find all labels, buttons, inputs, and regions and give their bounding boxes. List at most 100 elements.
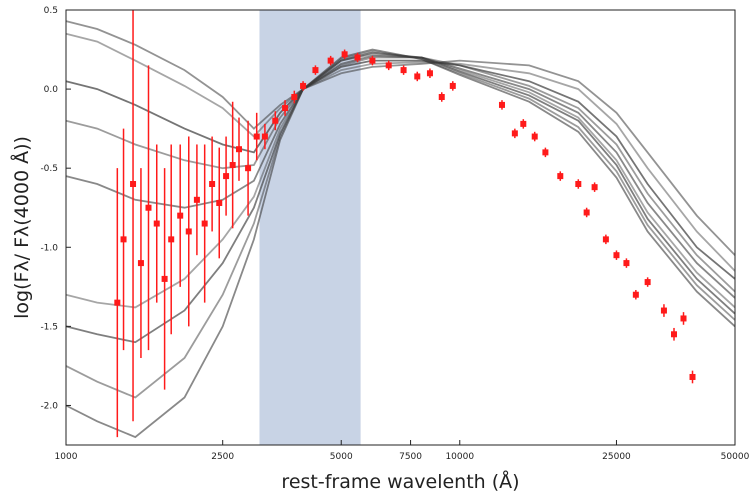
- data-marker: [282, 105, 289, 112]
- data-marker: [400, 67, 407, 74]
- x-tick-label: 10000: [445, 452, 474, 462]
- observation-point: [542, 147, 549, 158]
- data-marker: [414, 73, 421, 80]
- observation-point: [438, 92, 445, 102]
- observation-point: [253, 112, 260, 161]
- x-axis-label: rest-frame wavelenth (Å): [281, 470, 519, 493]
- data-marker: [272, 117, 279, 124]
- data-marker: [689, 373, 696, 380]
- observation-point: [414, 71, 421, 82]
- y-axis-label: log(Fλ/ Fλ(4000 Å)): [10, 136, 33, 319]
- observation-point: [312, 65, 319, 75]
- observation-point: [120, 128, 127, 351]
- data-marker: [557, 173, 564, 180]
- shaded-band: [259, 10, 361, 445]
- data-marker: [531, 133, 538, 140]
- observation-point: [235, 117, 242, 181]
- data-marker: [671, 331, 678, 338]
- observation-point: [520, 119, 527, 129]
- observation-point: [223, 136, 230, 216]
- data-marker: [300, 82, 307, 89]
- data-marker: [542, 149, 549, 156]
- model-spectrum-line: [65, 20, 736, 256]
- data-marker: [511, 130, 518, 137]
- observation-point: [261, 123, 268, 150]
- x-tick-label: 2500: [211, 452, 234, 462]
- y-tick-label: -0.5: [40, 164, 58, 174]
- observation-point: [623, 258, 630, 268]
- observation-point: [354, 52, 361, 63]
- observation-point: [557, 171, 564, 181]
- observation-point: [689, 370, 696, 384]
- data-marker: [623, 260, 630, 267]
- y-tick-label: 0.5: [44, 6, 58, 16]
- observation-point: [272, 111, 279, 131]
- observation-point: [114, 168, 121, 438]
- observation-point: [591, 182, 598, 192]
- observation-point: [185, 136, 192, 327]
- model-spectrum-line: [65, 59, 736, 280]
- data-marker: [680, 315, 687, 322]
- observation-point: [282, 100, 289, 116]
- observation-point: [153, 144, 160, 303]
- plot-background: [66, 10, 735, 445]
- observation-point: [385, 60, 392, 71]
- data-marker: [177, 212, 184, 219]
- data-marker: [369, 57, 376, 64]
- data-marker: [216, 199, 223, 206]
- data-marker: [312, 67, 319, 74]
- observation-point: [531, 131, 538, 142]
- data-marker: [235, 146, 242, 153]
- observations-layer: [114, 10, 696, 438]
- data-marker: [327, 57, 334, 64]
- observation-point: [400, 65, 407, 75]
- data-marker: [498, 101, 505, 108]
- observation-point: [613, 250, 620, 260]
- y-tick-label: -1.5: [40, 322, 58, 332]
- data-marker: [613, 252, 620, 259]
- data-marker: [137, 260, 144, 267]
- data-marker: [120, 236, 127, 243]
- observation-point: [145, 65, 152, 351]
- data-marker: [291, 94, 298, 100]
- observation-point: [168, 144, 175, 335]
- data-marker: [153, 220, 160, 227]
- observation-point: [300, 81, 307, 91]
- data-marker: [583, 209, 590, 216]
- observation-point: [680, 312, 687, 325]
- observation-point: [216, 147, 223, 259]
- axis-ticks-layer: 1000 2500 5000 7500 10000 25000 50000 0.5 0.0 -0.…: [40, 6, 749, 462]
- observation-point: [177, 144, 184, 287]
- data-marker: [449, 82, 456, 89]
- observation-point: [161, 168, 168, 390]
- observation-point: [201, 144, 208, 303]
- observation-point: [327, 55, 334, 66]
- x-tick-label: 25000: [602, 452, 631, 462]
- x-tick-label: 50000: [721, 452, 750, 462]
- data-marker: [341, 51, 348, 58]
- observation-point: [498, 100, 505, 110]
- observation-point: [583, 207, 590, 218]
- data-marker: [161, 275, 168, 282]
- data-marker: [632, 291, 639, 298]
- data-marker: [385, 62, 392, 69]
- observation-point: [209, 136, 216, 232]
- data-marker: [223, 173, 230, 180]
- data-marker: [229, 162, 236, 169]
- observation-point: [449, 81, 456, 91]
- observation-point: [575, 179, 582, 189]
- observation-point: [245, 120, 252, 216]
- x-tick-label: 1000: [55, 452, 78, 462]
- data-marker: [145, 204, 152, 211]
- observation-point: [229, 101, 236, 229]
- data-marker: [193, 196, 200, 203]
- observation-point: [671, 327, 678, 341]
- observation-point: [602, 234, 609, 245]
- observation-point: [660, 304, 667, 317]
- data-marker: [114, 299, 121, 306]
- data-marker: [602, 236, 609, 243]
- data-marker: [426, 70, 433, 77]
- data-marker: [660, 307, 667, 314]
- data-marker: [130, 181, 137, 187]
- data-marker: [253, 133, 260, 140]
